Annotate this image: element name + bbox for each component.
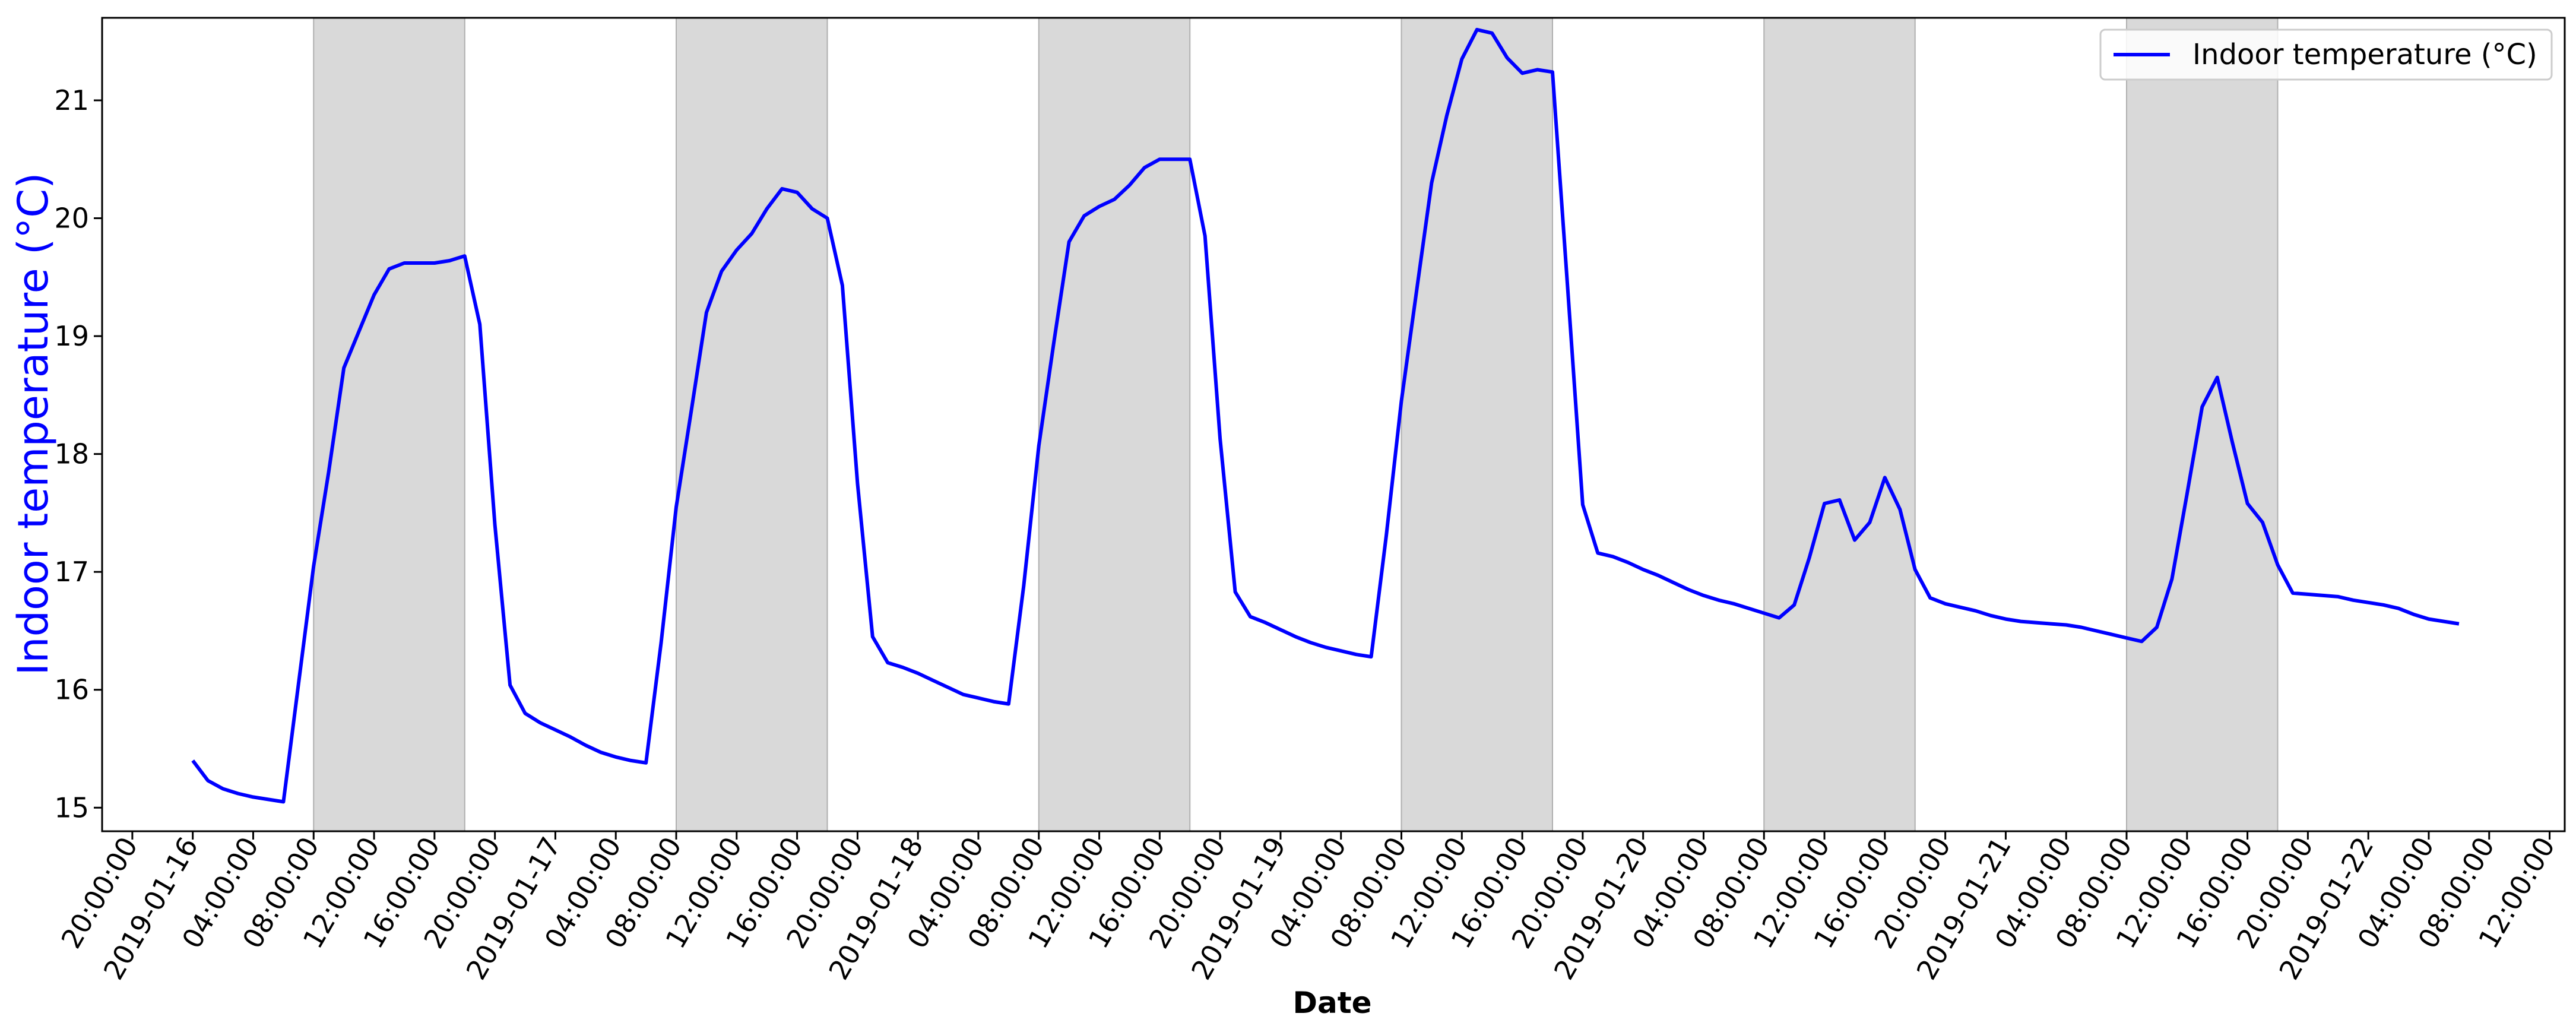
legend: Indoor temperature (°C): [2099, 28, 2553, 81]
axes: [101, 17, 2566, 832]
shaded-span-5: [1763, 17, 1916, 832]
y-tick-label: 17: [54, 556, 89, 588]
y-tick-label: 19: [54, 320, 89, 352]
shaded-span-4: [1401, 17, 1553, 832]
x-axis-title: Date: [1292, 986, 1371, 1020]
shaded-span-3: [1038, 17, 1191, 832]
series-layer: [191, 27, 2460, 804]
y-axis-title: Indoor temperature (°C): [9, 173, 58, 676]
shaded-span-1: [313, 17, 465, 832]
plot-frame: [101, 17, 2566, 832]
shaded-spans: [313, 17, 2279, 832]
y-tick-label: 15: [54, 791, 89, 824]
shaded-span-6: [2126, 17, 2279, 832]
y-tick-label: 18: [54, 438, 89, 470]
y-tick-label: 16: [54, 674, 89, 706]
legend-entry-indoor-temperature: Indoor temperature (°C): [2192, 38, 2537, 71]
legend-frame: [2099, 28, 2553, 81]
y-axis-ticks: 15 16 17 18 19 20 21: [54, 84, 102, 824]
series-line-1: [191, 27, 2460, 804]
shaded-span-2: [676, 17, 828, 832]
y-tick-label: 20: [54, 202, 89, 235]
y-tick-label: 21: [54, 84, 89, 116]
